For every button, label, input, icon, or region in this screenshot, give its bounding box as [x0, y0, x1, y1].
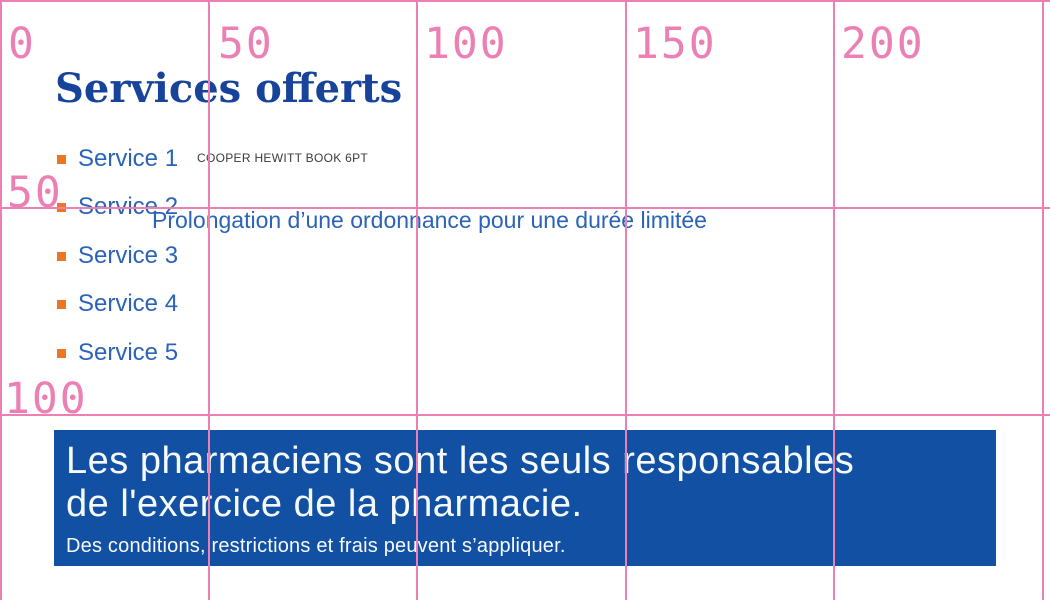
service-label: Service 4 [78, 290, 179, 317]
callout-banner: Les pharmaciens sont les seuls responsab… [54, 430, 996, 566]
banner-disclaimer: Des conditions, restrictions et frais pe… [66, 535, 566, 557]
banner-heading-line2: de l'exercice de la pharmacie. [66, 483, 583, 525]
font-spec-note: COOPER HEWITT BOOK 6PT [197, 151, 369, 165]
service-label: Service 3 [78, 242, 179, 269]
page-title: Services offerts [55, 65, 403, 112]
square-bullet-icon [57, 155, 66, 164]
square-bullet-icon [57, 203, 66, 212]
square-bullet-icon [57, 300, 66, 309]
service-label: Service 5 [78, 339, 179, 366]
square-bullet-icon [57, 349, 66, 358]
square-bullet-icon [57, 252, 66, 261]
service-label: Service 1 [78, 145, 179, 172]
annotation-text: Prolongation d’une ordonnance pour une d… [152, 207, 707, 233]
service-label: Service 2 [78, 193, 179, 220]
banner-heading-line1: Les pharmaciens sont les seuls responsab… [66, 440, 855, 482]
